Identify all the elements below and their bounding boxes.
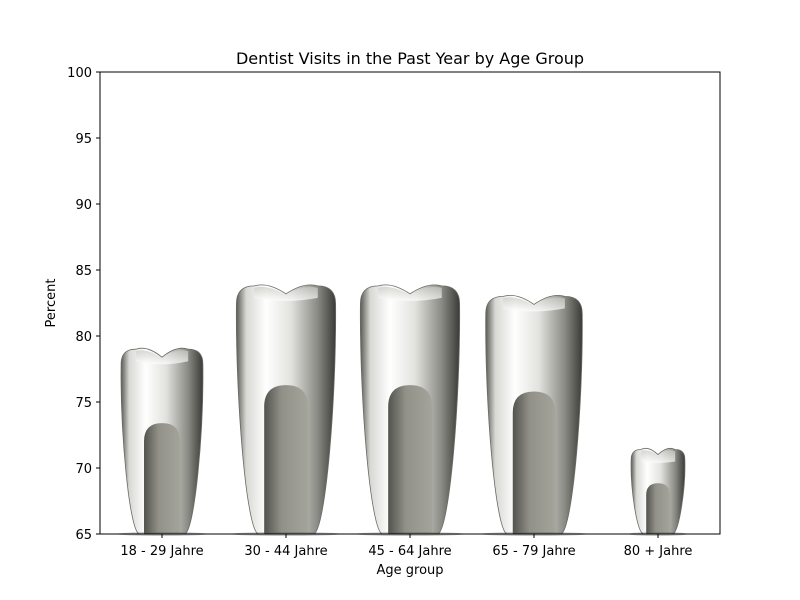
y-tick-label: 85	[75, 264, 92, 279]
bar-tooth	[355, 284, 465, 536]
chart-title: Dentist Visits in the Past Year by Age G…	[236, 49, 584, 68]
x-tick-label: 65 - 79 Jahre	[492, 544, 575, 559]
y-tick-label: 95	[75, 132, 92, 147]
y-tick-label: 70	[75, 462, 92, 477]
bars-layer	[117, 284, 688, 536]
y-tick-label: 90	[75, 198, 92, 213]
y-tick-label: 80	[75, 330, 92, 345]
x-axis-ticks: 18 - 29 Jahre 30 - 44 Jahre 45 - 64 Jahre 6…	[120, 534, 692, 559]
x-tick-label: 45 - 64 Jahre	[368, 544, 451, 559]
bar-tooth	[231, 284, 341, 536]
y-tick-label: 100	[67, 66, 92, 81]
y-tick-label: 65	[75, 528, 92, 543]
x-axis-label: Age group	[376, 563, 443, 578]
x-tick-label: 18 - 29 Jahre	[120, 544, 203, 559]
x-tick-label: 80 + Jahre	[624, 544, 693, 559]
bar-tooth	[628, 447, 688, 536]
y-axis-ticks: 65 70 75 80 85 90 95 100	[67, 66, 100, 543]
y-axis-label: Percent	[44, 279, 59, 328]
y-tick-label: 75	[75, 396, 92, 411]
bar-tooth	[117, 347, 207, 536]
x-tick-label: 30 - 44 Jahre	[244, 544, 327, 559]
bar-tooth	[480, 295, 588, 536]
